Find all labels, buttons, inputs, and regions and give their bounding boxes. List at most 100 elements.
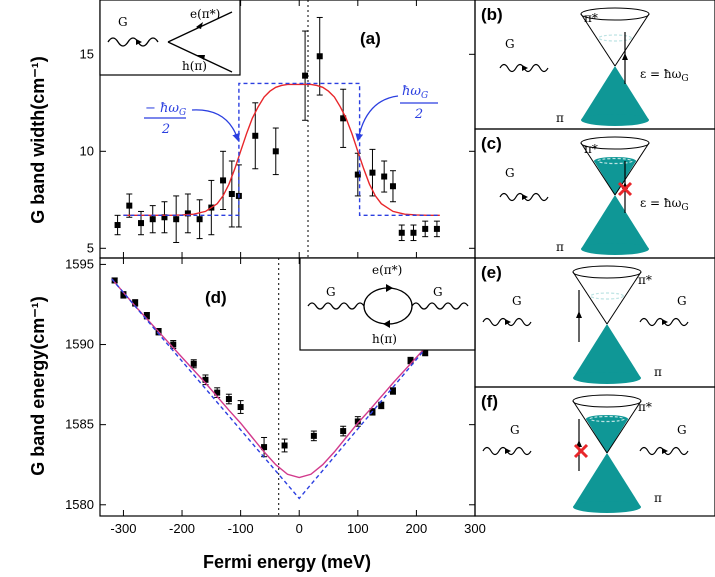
d-data-point bbox=[143, 312, 150, 319]
inset-g-label: G bbox=[118, 15, 128, 29]
a-data-point bbox=[389, 183, 396, 190]
d-data-point bbox=[310, 432, 317, 439]
d-data-point bbox=[407, 357, 414, 364]
d-data-point bbox=[340, 428, 347, 435]
energy-equation-sub: G bbox=[681, 203, 688, 213]
d-y-tick-label: 1580 bbox=[65, 497, 94, 512]
a-data-point bbox=[302, 72, 309, 79]
upper-cone-rim bbox=[580, 7, 650, 21]
x-axis-title: Fermi energy (meV) bbox=[203, 552, 371, 572]
upper-cone-filled bbox=[585, 419, 629, 453]
pi-star-label: π* bbox=[584, 11, 598, 25]
inset-hole-label: h(π) bbox=[182, 59, 207, 73]
transition-arrow-icon bbox=[576, 311, 582, 318]
pi-label: π bbox=[556, 111, 564, 125]
phonon-label-right: G bbox=[677, 423, 687, 437]
inset-phonon-wave bbox=[107, 37, 159, 47]
panel-a-inset-frame bbox=[99, 0, 241, 76]
upper-cone-rim bbox=[572, 394, 642, 408]
forbidden-cross-icon bbox=[617, 181, 633, 197]
d-data-point bbox=[225, 396, 232, 403]
diagram-label: (e) bbox=[481, 263, 502, 282]
a-data-point bbox=[272, 148, 279, 155]
a-data-point bbox=[184, 210, 191, 217]
a-data-point bbox=[354, 171, 361, 178]
lower-cone-base bbox=[573, 501, 641, 513]
diagram-e: (e) G Gπ* π bbox=[474, 257, 715, 388]
fermi-level-ring bbox=[589, 415, 625, 423]
pi-star-label: π* bbox=[584, 142, 598, 156]
energy-equation: ε = ħωG bbox=[640, 67, 689, 84]
d-data-point bbox=[378, 402, 385, 409]
a-data-point bbox=[433, 225, 440, 232]
pi-label: π bbox=[654, 491, 662, 505]
d-data-point bbox=[202, 376, 209, 383]
a-data-point bbox=[340, 115, 347, 122]
d-data-point bbox=[132, 299, 139, 306]
lower-cone-base bbox=[581, 243, 649, 255]
a-data-point bbox=[161, 214, 168, 221]
lower-cone-filled bbox=[581, 195, 649, 249]
upper-cone-edge-left bbox=[580, 142, 616, 196]
loop-top-arrow-icon bbox=[386, 284, 393, 292]
d-x-tick-label: 200 bbox=[406, 521, 428, 536]
lower-cone-filled bbox=[573, 324, 641, 378]
a-data-point bbox=[138, 220, 145, 227]
upper-cone-edge-left bbox=[572, 400, 608, 454]
a-data-point bbox=[410, 229, 417, 236]
phonon-label: G bbox=[505, 166, 515, 180]
d-data-point bbox=[389, 388, 396, 395]
right-annotation-numerator: ħωG bbox=[402, 84, 428, 101]
d-y-tick-label: 1595 bbox=[65, 256, 94, 271]
inset-d-g-left-label: G bbox=[326, 285, 336, 299]
inset-d-hole-label: h(π) bbox=[372, 332, 397, 346]
phonon-label-right: G bbox=[677, 294, 687, 308]
a-y-tick-label: 5 bbox=[87, 240, 94, 255]
left-annotation: − ħωG 2 bbox=[144, 101, 240, 142]
a-data-point bbox=[316, 53, 323, 60]
d-data-point bbox=[120, 291, 127, 298]
d-data-point bbox=[237, 404, 244, 411]
diagram-label: (f) bbox=[481, 392, 498, 411]
panel-a-inset: G e(π*) h(π) bbox=[99, 0, 241, 76]
a-y-tick-label: 15 bbox=[80, 46, 94, 61]
d-x-tick-label: -100 bbox=[228, 521, 254, 536]
d-data-point bbox=[281, 442, 288, 449]
d-data-point bbox=[170, 341, 177, 348]
upper-cone-edge-right bbox=[606, 271, 642, 325]
left-annotation-numerator: − ħωG bbox=[145, 101, 186, 118]
panel-d-label: (d) bbox=[205, 288, 227, 307]
panel-a: 5 10 15 (a) G band width(cm⁻¹) G e(π*) h(π… bbox=[28, 0, 476, 259]
phonon-arrow-icon bbox=[505, 319, 511, 325]
a-data-point bbox=[252, 132, 259, 139]
right-annotation: ħωG 2 bbox=[355, 84, 438, 142]
a-fit-curve bbox=[123, 83, 440, 217]
lower-cone-filled bbox=[581, 66, 649, 120]
d-x-tick-label: 100 bbox=[347, 521, 369, 536]
inset-d-wave-left bbox=[307, 302, 365, 310]
a-data-point bbox=[173, 216, 180, 223]
fermi-level-ring bbox=[598, 34, 632, 42]
energy-equation: ε = ħωG bbox=[640, 196, 689, 213]
d-x-tick-label: -200 bbox=[169, 521, 195, 536]
panel-a-plot-area: 5 10 15 bbox=[80, 0, 476, 258]
d-y-tick-label: 1590 bbox=[65, 337, 94, 352]
diagram-f: (f) G Gπ* π bbox=[474, 386, 715, 517]
phonon-arrow-icon bbox=[662, 448, 668, 454]
phonon-label: G bbox=[512, 294, 522, 308]
inset-electron-label: e(π*) bbox=[190, 7, 220, 21]
a-data-point bbox=[220, 177, 227, 184]
d-data-point bbox=[190, 360, 197, 367]
d-data-point bbox=[214, 389, 221, 396]
pi-star-label: π* bbox=[638, 400, 652, 414]
right-annotation-denominator: 2 bbox=[414, 107, 423, 122]
a-data-point bbox=[381, 173, 388, 180]
loop-bottom-arrow-icon bbox=[383, 320, 390, 328]
phonon-arrow-icon bbox=[136, 39, 142, 45]
forbidden-cross-icon bbox=[573, 443, 589, 459]
d-data-point bbox=[111, 277, 118, 284]
